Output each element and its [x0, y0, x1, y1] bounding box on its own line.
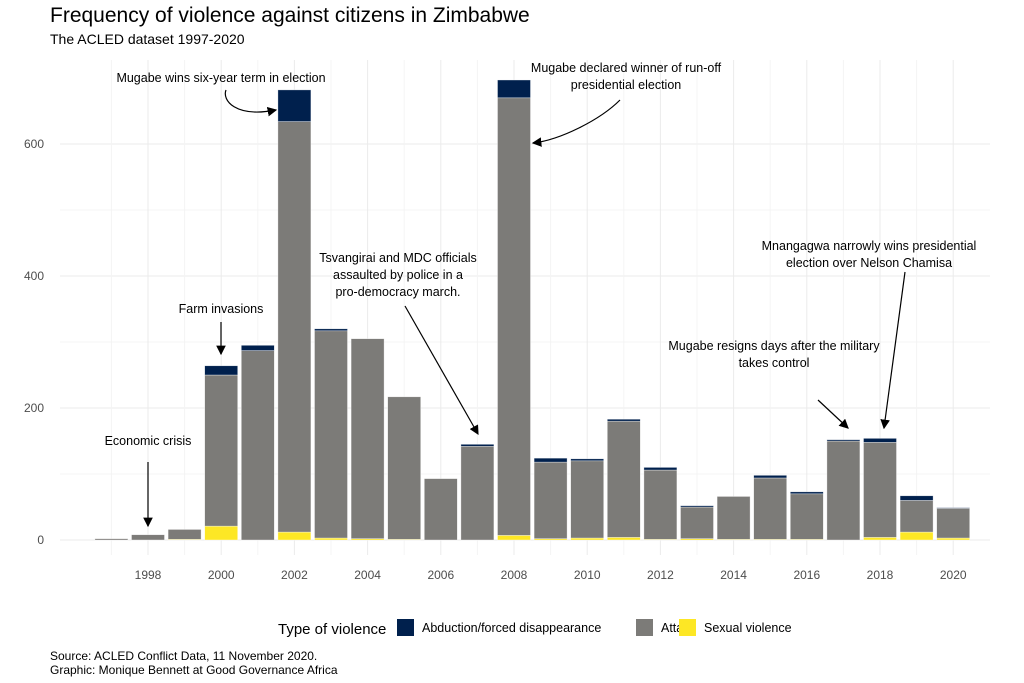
annotation-text: pro-democracy march. — [335, 285, 460, 299]
annotation-text: Tsvangirai and MDC officials — [319, 251, 476, 265]
bar-abduction-forced-disappearance-2011 — [606, 418, 641, 422]
annotation-text: Mugabe declared winner of run-off — [531, 61, 722, 75]
annotation-arrow — [531, 99, 621, 147]
bar-attack-2014 — [716, 496, 751, 540]
annotation-text: takes control — [739, 356, 810, 370]
legend-swatch — [679, 619, 696, 636]
bar-attack-2019 — [899, 500, 934, 533]
bar-attack-2000 — [204, 374, 238, 527]
x-tick-label: 2010 — [574, 568, 601, 582]
x-tick-label: 1998 — [135, 568, 162, 582]
bar-attack-2001 — [241, 350, 275, 541]
legend-title: Type of violence — [278, 621, 386, 638]
x-tick-label: 2008 — [501, 568, 528, 582]
bar-attack-2020 — [936, 508, 971, 539]
bar-attack-2018 — [863, 442, 897, 538]
legend-label: Abduction/forced disappearance — [422, 621, 601, 635]
x-tick-label: 2000 — [208, 568, 235, 582]
chart-title: Frequency of violence against citizens i… — [50, 4, 530, 27]
bar-abduction-forced-disappearance-2009 — [533, 457, 568, 463]
bar-attack-2015 — [753, 477, 788, 540]
bar-abduction-forced-disappearance-2015 — [753, 475, 788, 479]
annotation-text: Mugabe resigns days after the military — [668, 339, 880, 353]
bar-attack-2005 — [387, 396, 422, 540]
bar-attack-2008 — [497, 97, 531, 536]
bar-sexual-violence-2008 — [497, 535, 531, 541]
bar-abduction-forced-disappearance-2013 — [680, 505, 714, 508]
bar-abduction-forced-disappearance-2000 — [204, 365, 238, 376]
bar-attack-2004 — [350, 338, 385, 539]
bar-sexual-violence-2000 — [204, 525, 238, 541]
bar-attack-2006 — [423, 478, 458, 541]
bar-sexual-violence-2002 — [277, 531, 312, 541]
bar-attack-2012 — [643, 469, 678, 540]
annotation-text: Mnangagwa narrowly wins presidential — [762, 239, 977, 253]
chart-subtitle: The ACLED dataset 1997-2020 — [50, 31, 245, 47]
caption-graphic: Graphic: Monique Bennett at Good Governa… — [50, 663, 338, 677]
bar-attack-2003 — [314, 330, 348, 539]
bar-abduction-forced-disappearance-2003 — [314, 328, 348, 332]
bar-sexual-violence-2019 — [899, 531, 934, 541]
bar-abduction-forced-disappearance-2012 — [643, 467, 678, 471]
x-tick-label: 2002 — [281, 568, 308, 582]
annotation-text: Economic crisis — [105, 434, 192, 448]
legend-swatch — [636, 619, 653, 636]
legend-swatch — [397, 619, 414, 636]
bar-attack-2016 — [789, 493, 824, 540]
x-tick-label: 2020 — [940, 568, 967, 582]
x-tick-label: 2014 — [720, 568, 747, 582]
bar-abduction-forced-disappearance-2008 — [497, 79, 531, 99]
bar-attack-1997 — [94, 538, 129, 541]
legend-label: Sexual violence — [704, 621, 792, 635]
bar-attack-2011 — [606, 420, 641, 538]
bar-attack-2009 — [533, 461, 568, 539]
annotation-arrow — [404, 305, 479, 436]
bar-attack-2010 — [570, 460, 605, 539]
annotation-text: Mugabe wins six-year term in election — [116, 71, 325, 85]
bar-attack-2017 — [826, 440, 861, 541]
caption-source: Source: ACLED Conflict Data, 11 November… — [50, 649, 318, 663]
annotation-text: election over Nelson Chamisa — [786, 256, 952, 270]
bar-abduction-forced-disappearance-2016 — [789, 491, 824, 495]
annotation-arrow — [817, 399, 849, 429]
annotation-text: presidential election — [571, 78, 682, 92]
bar-abduction-forced-disappearance-2001 — [241, 344, 275, 351]
bar-attack-2013 — [680, 506, 714, 539]
x-tick-label: 2018 — [867, 568, 894, 582]
y-tick-label: 400 — [24, 269, 44, 283]
bar-attack-2002 — [277, 121, 312, 533]
y-tick-label: 200 — [24, 401, 44, 415]
y-tick-label: 600 — [24, 137, 44, 151]
bar-abduction-forced-disappearance-2017 — [826, 439, 861, 442]
annotation-arrow — [224, 89, 278, 117]
y-tick-label: 0 — [37, 533, 44, 547]
annotation-text: Farm invasions — [179, 302, 264, 316]
bar-abduction-forced-disappearance-2002 — [277, 89, 312, 122]
x-tick-label: 2004 — [354, 568, 381, 582]
bar-attack-2007 — [460, 445, 495, 541]
bar-sexual-violence-2011 — [606, 537, 641, 541]
bar-sexual-violence-2018 — [863, 537, 897, 541]
bar-attack-1999 — [167, 529, 202, 540]
x-tick-label: 2006 — [427, 568, 454, 582]
bar-abduction-forced-disappearance-2010 — [570, 458, 605, 462]
annotation-text: assaulted by police in a — [333, 268, 463, 282]
bar-abduction-forced-disappearance-2019 — [899, 495, 934, 501]
annotation-arrow — [880, 271, 906, 430]
x-tick-label: 2012 — [647, 568, 674, 582]
bar-abduction-forced-disappearance-2018 — [863, 438, 897, 443]
x-tick-label: 2016 — [793, 568, 820, 582]
bar-abduction-forced-disappearance-2007 — [460, 443, 495, 447]
bar-abduction-forced-disappearance-2020 — [936, 507, 971, 509]
bar-attack-1998 — [131, 534, 165, 541]
